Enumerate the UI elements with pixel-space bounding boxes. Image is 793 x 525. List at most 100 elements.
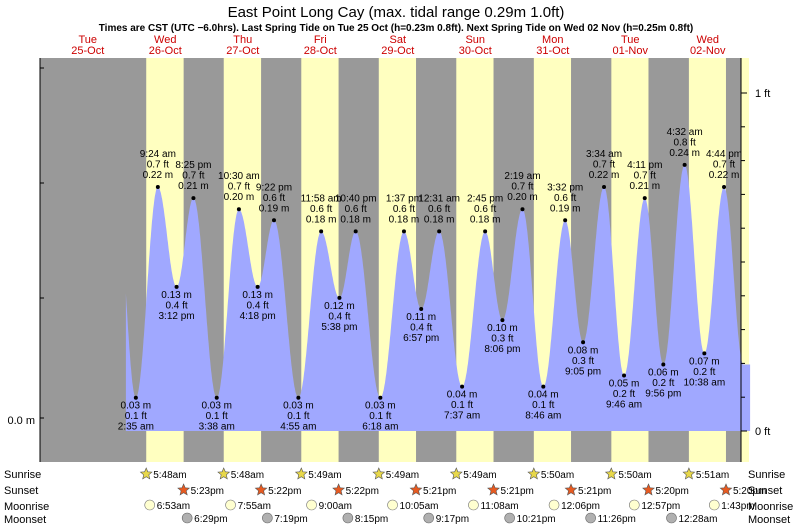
moonset-time: 8:15pm: [355, 514, 388, 525]
tide-label-time: 8:25 pm: [175, 160, 211, 171]
moonset-icon: [666, 512, 677, 524]
tide-label-time: 10:38 am: [683, 377, 725, 388]
tide-label-ft: 0.4 ft: [165, 300, 187, 311]
tide-point: [378, 395, 383, 400]
day-of-week: Fri: [314, 34, 327, 46]
day-date: 28-Oct: [304, 45, 337, 57]
day-date: 26-Oct: [149, 45, 182, 57]
sunrise-icon: [527, 467, 541, 480]
tide-label-m: 0.19 m: [550, 203, 581, 214]
row-label-left: Moonrise: [4, 501, 49, 513]
moonset-time: 9:17pm: [436, 514, 469, 525]
sunrise-icon: [449, 467, 463, 480]
tide-label-ft: 0.3 ft: [491, 334, 513, 345]
sun-moon-rows: Sunrise Sunrise Sunset Sunset Moonrise Moonri…: [4, 467, 793, 525]
tide-label-ft: 0.2 ft: [693, 367, 715, 378]
moonset-icon: [181, 512, 193, 524]
row-label-right: Sunset: [748, 485, 782, 497]
tide-label-ft: 0.7 ft: [228, 182, 250, 193]
tide-label-m: 0.12 m: [324, 301, 355, 312]
tide-label-time: 6:18 am: [362, 422, 398, 433]
tide-label-ft: 0.7 ft: [182, 171, 204, 182]
moonrise-icon: [225, 499, 236, 511]
tide-label-time: 2:19 am: [504, 171, 540, 182]
tide-label-ft: 0.4 ft: [410, 323, 432, 334]
tide-point: [520, 207, 525, 212]
day-of-week: Wed: [154, 34, 176, 46]
sunset-time: 5:21pm: [423, 486, 456, 497]
tide-label-m: 0.22 m: [709, 170, 740, 181]
sunrise-time: 5:48am: [231, 470, 264, 481]
day-of-week: Sat: [389, 34, 406, 46]
sunrise-time: 5:50am: [541, 470, 574, 481]
tide-label-m: 0.13 m: [161, 290, 192, 301]
row-label-left: Sunrise: [4, 469, 41, 481]
tide-label-m: 0.05 m: [609, 379, 640, 390]
sunset-icon: [487, 483, 500, 496]
tide-point: [296, 395, 301, 400]
axes: 0.0 m 1 ft 0 ft: [7, 58, 770, 462]
day-date: 30-Oct: [459, 45, 492, 57]
sunset-time: 5:20pm: [733, 486, 766, 497]
day-date: 02-Nov: [690, 45, 726, 57]
moonrise-icon: [708, 499, 720, 511]
tide-label-ft: 0.2 ft: [613, 389, 635, 400]
tide-point: [419, 307, 424, 312]
daylight-band: [741, 58, 749, 462]
sunrise-icon: [217, 467, 231, 480]
moonrise-icon: [144, 499, 156, 511]
sunrise-icon: [604, 467, 618, 480]
tide-label-time: 10:30 am: [218, 171, 260, 182]
tide-label-ft: 0.2 ft: [652, 378, 674, 389]
sunrise-icon: [294, 467, 308, 480]
tide-label-time: 11:58 am: [301, 193, 342, 204]
tide-label-time: 6:57 pm: [403, 333, 439, 344]
tide-label-m: 0.24 m: [669, 148, 700, 159]
tide-point: [255, 284, 260, 289]
tide-label-time: 7:37 am: [444, 411, 480, 422]
tide-point: [661, 362, 666, 367]
tide-label-time: 4:18 pm: [240, 311, 276, 322]
tide-label-m: 0.22 m: [143, 170, 174, 181]
day-of-week: Tue: [78, 34, 97, 46]
tide-label-time: 3:34 am: [586, 149, 622, 160]
chart-subtitle: Times are CST (UTC −6.0hrs). Last Spring…: [99, 23, 694, 34]
moonrise-time: 12:57pm: [641, 501, 680, 512]
tide-label-time: 2:45 pm: [467, 193, 503, 204]
tide-point: [581, 340, 586, 345]
tide-label-m: 0.21 m: [629, 181, 660, 192]
tide-label-ft: 0.8 ft: [674, 137, 696, 148]
day-date: 27-Oct: [226, 45, 259, 57]
row-label-left: Moonset: [4, 514, 46, 525]
tide-label-m: 0.19 m: [259, 203, 290, 214]
moonset-time: 6:29pm: [194, 514, 227, 525]
tide-label-ft: 0.7 ft: [147, 160, 169, 171]
moonrise-time: 7:55am: [238, 501, 271, 512]
moonset-time: 7:19pm: [274, 514, 307, 525]
tide-label-m: 0.07 m: [689, 356, 720, 367]
tide-point: [353, 229, 358, 234]
row-label-right: Moonset: [748, 514, 790, 525]
tide-area: [125, 164, 751, 431]
tide-point: [133, 395, 138, 400]
tide-point: [437, 229, 442, 234]
tide-point: [191, 196, 196, 201]
moonrise-icon: [387, 499, 398, 511]
tide-label-time: 10:40 pm: [335, 193, 377, 204]
day-of-week: Thu: [233, 34, 252, 46]
day-of-week: Tue: [621, 34, 640, 46]
tide-label-m: 0.18 m: [424, 214, 455, 225]
tide-label-time: 9:24 am: [140, 149, 176, 160]
tide-label-m: 0.20 m: [507, 192, 538, 203]
tide-label-ft: 0.1 ft: [532, 400, 554, 411]
tide-label-m: 0.21 m: [178, 181, 209, 192]
tide-label-m: 0.18 m: [389, 214, 420, 225]
moonset-icon: [504, 512, 515, 524]
tide-curve: [125, 164, 751, 431]
tide-point: [337, 295, 342, 300]
moonset-time: 12:28am: [679, 514, 718, 525]
sunset-time: 5:22pm: [346, 486, 379, 497]
tide-point: [541, 384, 546, 389]
sunset-time: 5:20pm: [655, 486, 688, 497]
